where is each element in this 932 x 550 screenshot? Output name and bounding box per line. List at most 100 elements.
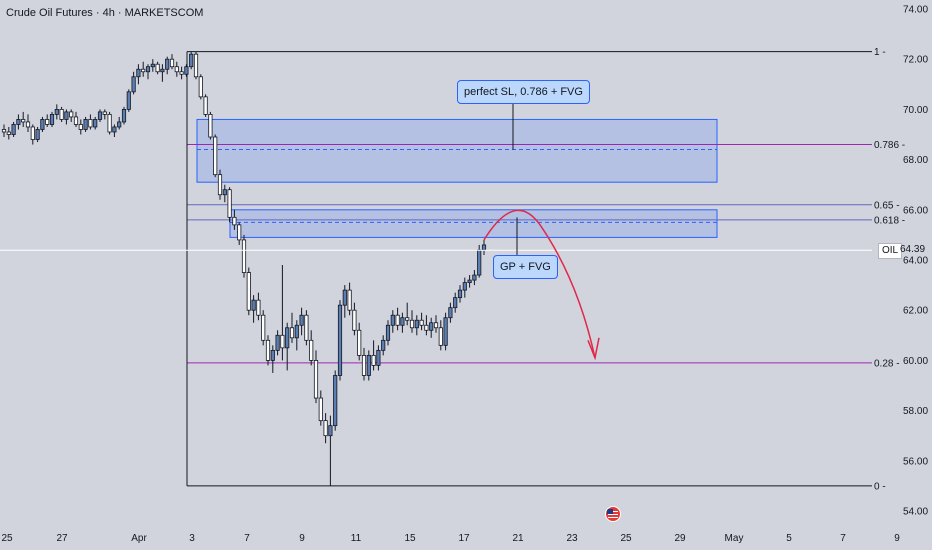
x-tick-label: 9 (299, 533, 305, 544)
candle-body (337, 304, 343, 376)
candle-body (246, 272, 251, 311)
x-tick-label: 7 (244, 533, 250, 544)
fvg-lower-zone (229, 209, 718, 238)
x-tick-label: 25 (620, 533, 632, 544)
candle-body (97, 111, 103, 120)
candle-body (198, 76, 203, 98)
x-tick-label: May (725, 533, 744, 544)
candle-body (304, 314, 309, 341)
fib-level-label: 0.786 - (874, 140, 905, 151)
candle-body (93, 119, 98, 128)
candle-body (261, 314, 266, 341)
symbol-label: OIL (878, 243, 903, 259)
candle-body (347, 289, 352, 311)
candle-body (78, 124, 83, 130)
candle-body (165, 58, 170, 70)
candle-body (126, 91, 131, 110)
candle-body (433, 322, 439, 329)
candle-body (280, 334, 285, 349)
x-tick-label: 7 (840, 533, 846, 544)
candle-body (59, 109, 64, 120)
candle-body (385, 324, 391, 341)
candle-body (414, 319, 419, 329)
candle-body (467, 279, 472, 283)
candle-body (376, 349, 381, 366)
y-tick-label: 64.00 (903, 256, 928, 267)
candle-body (462, 282, 467, 291)
y-tick-label: 60.00 (903, 356, 928, 367)
projection-arrowhead (587, 337, 600, 361)
x-tick-label: Apr (131, 533, 147, 544)
last-price-label: 64.39 (900, 244, 926, 255)
candle-body (64, 111, 69, 120)
candle-body (275, 334, 280, 351)
candle-body (270, 349, 275, 361)
candle-body (102, 111, 107, 115)
candle-body (443, 317, 448, 346)
candle-body (371, 354, 376, 366)
x-tick-label: 5 (786, 533, 792, 544)
candle-body (16, 119, 21, 125)
fib-level-label: 0.618 - (874, 215, 905, 226)
x-tick-label: 27 (56, 533, 68, 544)
candle-body (193, 53, 199, 78)
fvg-upper-zone (196, 118, 718, 183)
candle-body (265, 339, 271, 361)
candle-body (342, 289, 347, 306)
fib-level-label: 1 - (874, 47, 886, 58)
y-tick-label: 56.00 (903, 456, 928, 467)
candle-body (409, 319, 415, 329)
callout-gp-fvg[interactable]: GP + FVG (493, 255, 558, 279)
candle-body (352, 309, 357, 331)
chart-title: Crude Oil Futures · 4h · MARKETSCOM (6, 7, 204, 19)
us-flag-event-icon[interactable] (605, 506, 621, 522)
candle-body (232, 216, 237, 226)
candle-body (457, 289, 463, 299)
candle-body (49, 114, 55, 125)
x-tick-label: 29 (674, 533, 686, 544)
y-tick-label: 62.00 (903, 306, 928, 317)
candle-body (217, 174, 223, 196)
candle-body (285, 327, 290, 349)
y-tick-label: 74.00 (903, 5, 928, 16)
candle-body (333, 375, 338, 427)
candle-body (357, 329, 362, 356)
candle-body (155, 63, 160, 73)
callout-perfect-sl[interactable]: perfect SL, 0.786 + FVG (457, 80, 590, 104)
candle-body (328, 425, 333, 437)
x-tick-label: 15 (404, 533, 416, 544)
candle-body (227, 189, 232, 218)
candle-body (35, 129, 40, 140)
candle-body (323, 420, 328, 437)
candle-body (203, 96, 208, 115)
candle-body (309, 339, 314, 361)
candle-body (289, 327, 295, 339)
candle-body (69, 111, 74, 118)
candle-body (112, 126, 117, 133)
candle-body (405, 317, 410, 321)
x-tick-label: 17 (458, 533, 470, 544)
candle-body (117, 121, 122, 128)
y-tick-label: 66.00 (903, 205, 928, 216)
candle-body (208, 114, 213, 138)
y-tick-label: 68.00 (903, 155, 928, 166)
candle-body (179, 71, 184, 75)
candle-body (136, 68, 141, 78)
projection-arrow (483, 209, 596, 359)
candle-body (174, 66, 179, 73)
candle-body (424, 324, 429, 331)
candle-body (361, 354, 367, 376)
candle-body (121, 109, 127, 123)
x-tick-label: 11 (351, 533, 362, 544)
candle-body (395, 314, 400, 326)
candle-body (429, 322, 434, 331)
candle-body (256, 299, 261, 316)
candle-body (438, 327, 443, 346)
x-tick-label: 3 (189, 533, 195, 544)
x-tick-label: 25 (1, 533, 13, 544)
candle-body (448, 307, 453, 319)
candle-body (241, 239, 247, 273)
candle-body (30, 126, 35, 140)
